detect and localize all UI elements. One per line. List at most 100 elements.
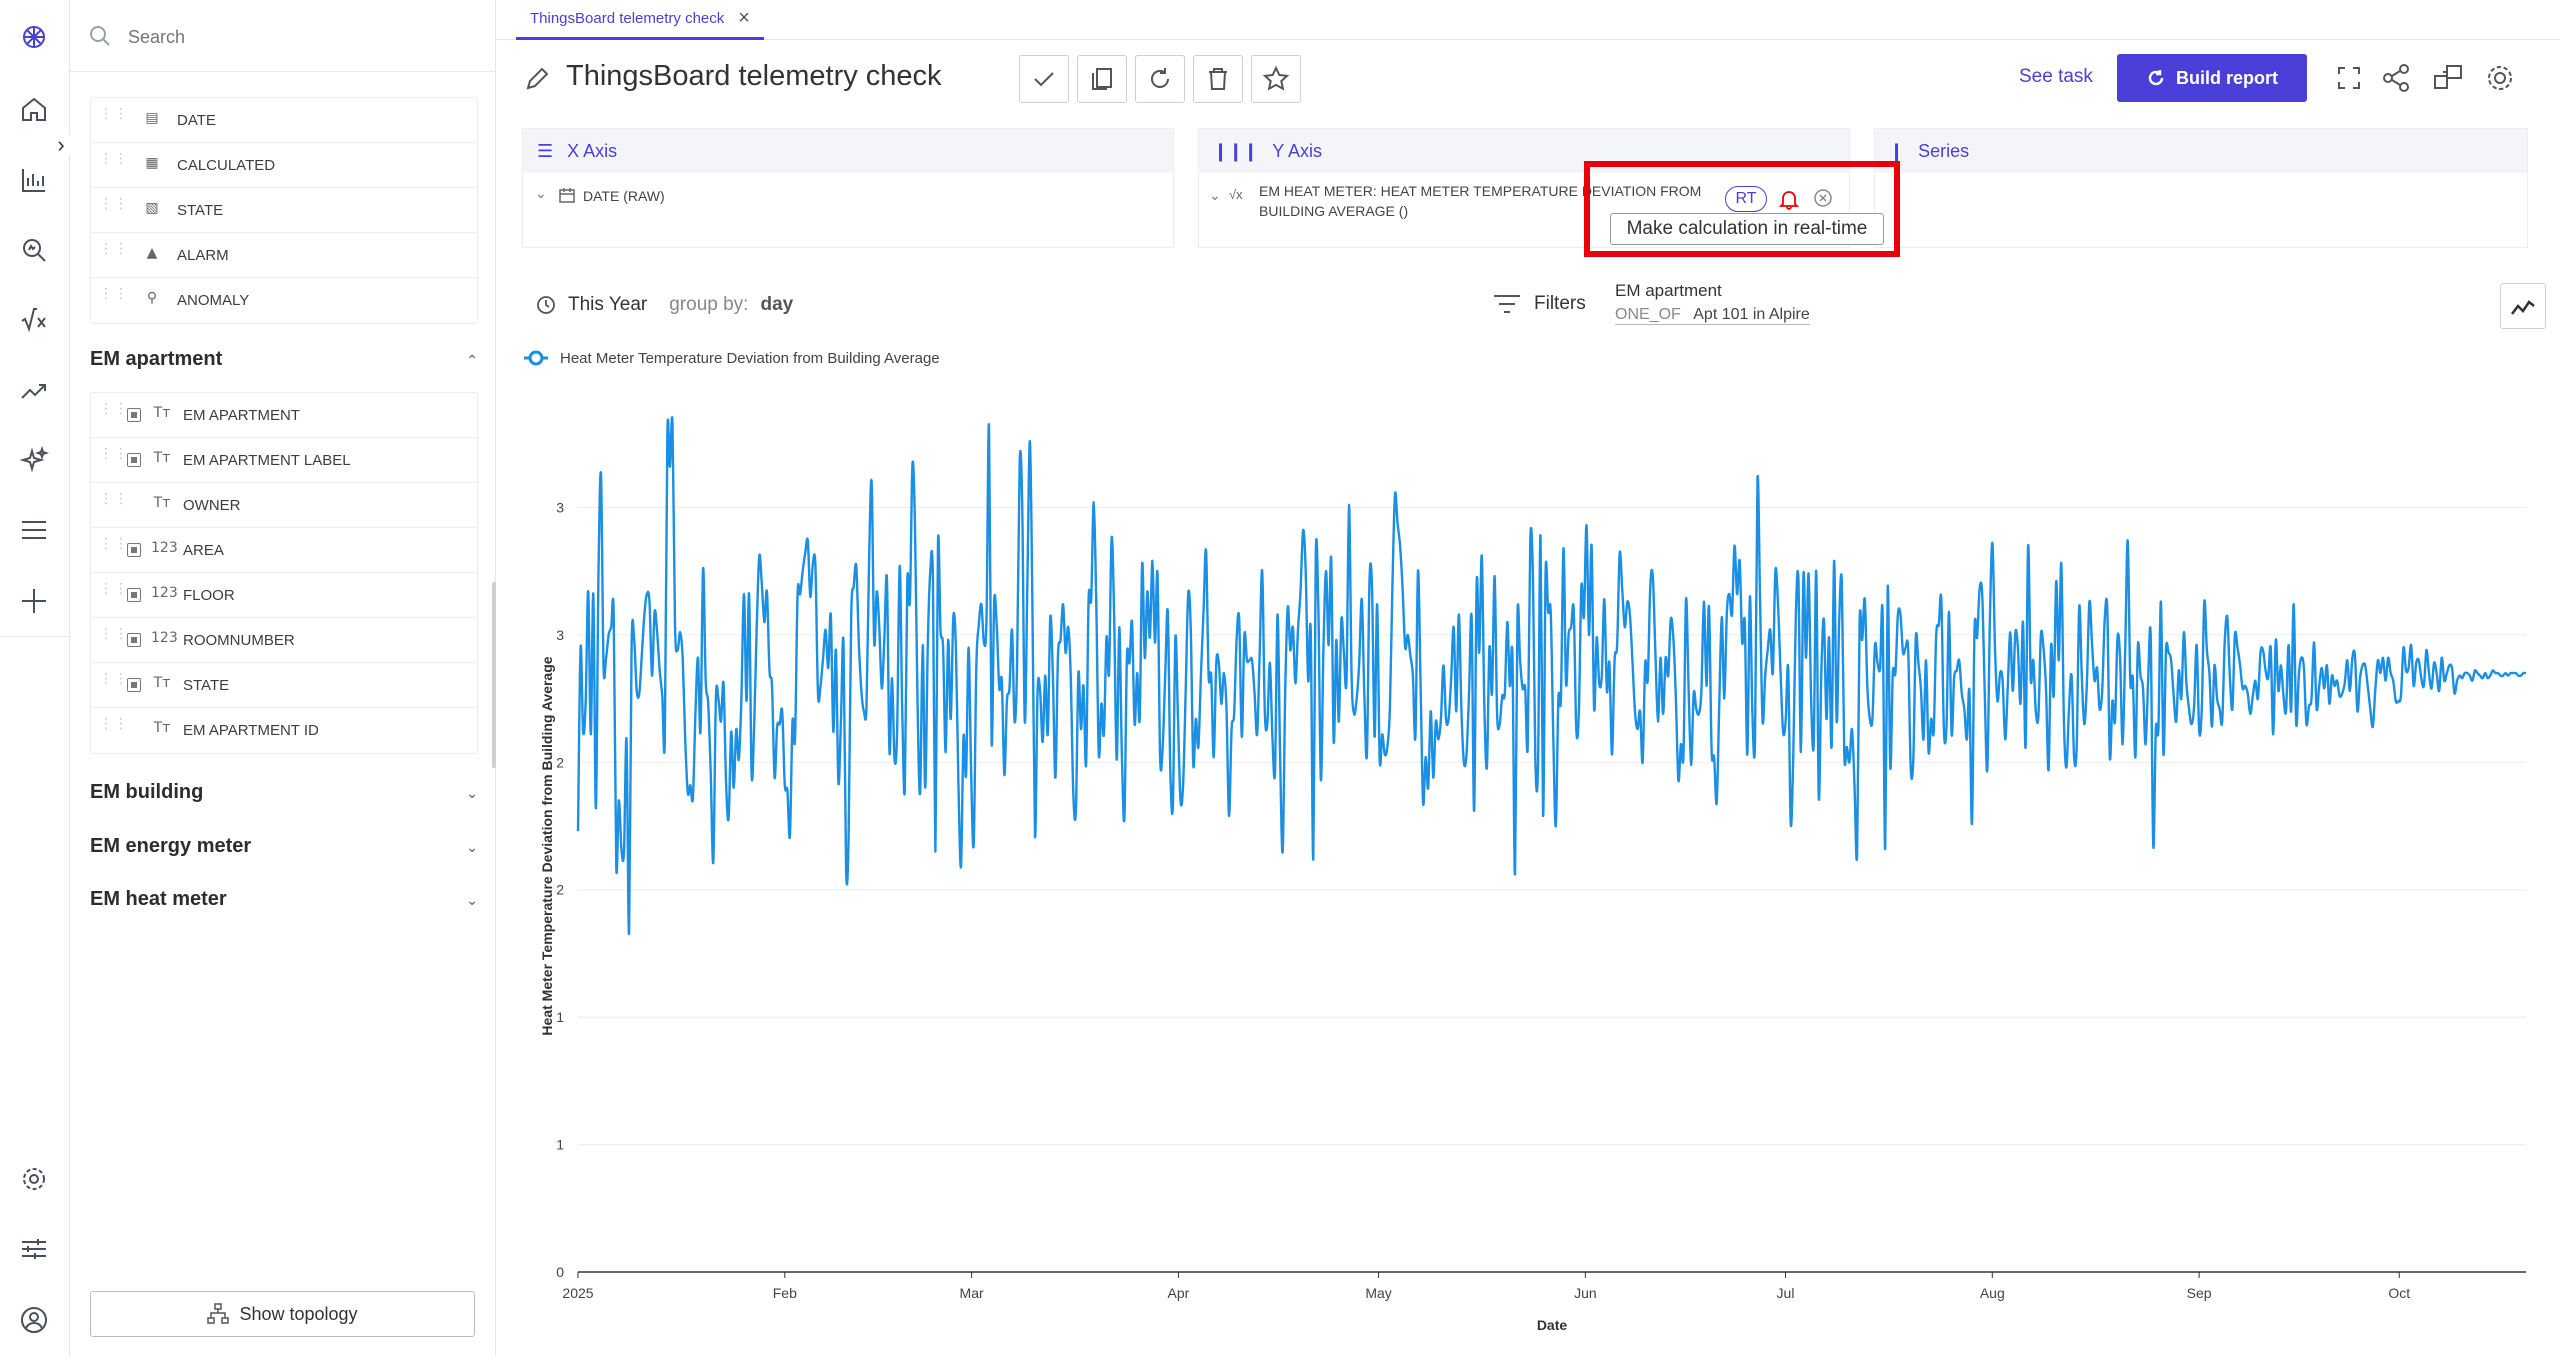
drag-handle-icon[interactable]: ⋮⋮ bbox=[99, 400, 129, 416]
drag-handle-icon[interactable]: ⋮⋮ bbox=[99, 580, 129, 596]
field-checkbox[interactable] bbox=[127, 543, 141, 557]
realtime-toggle-button[interactable]: RT bbox=[1725, 186, 1767, 212]
field-checkbox[interactable] bbox=[127, 633, 141, 647]
section-em-apartment[interactable]: EM apartment ⌃ bbox=[90, 348, 478, 371]
x-tick-label: May bbox=[1365, 1285, 1391, 1301]
x-axis-field[interactable]: ⌄ DATE (RAW) bbox=[523, 173, 1173, 217]
section-em-heat-meter[interactable]: EM heat meter ⌄ bbox=[90, 888, 478, 911]
field-row[interactable]: ⋮⋮ ⚲ ANOMALY bbox=[91, 278, 477, 323]
icon-rail bbox=[0, 0, 70, 1356]
add-icon[interactable] bbox=[17, 584, 51, 618]
x-axis-panel: ☰ X Axis ⌄ DATE (RAW) bbox=[522, 128, 1174, 248]
legend-label: Heat Meter Temperature Deviation from Bu… bbox=[560, 350, 940, 367]
remove-circle-icon[interactable] bbox=[1813, 188, 1833, 208]
collapse-sidebar-chevron-icon[interactable]: › bbox=[48, 132, 74, 158]
field-row[interactable]: ⋮⋮ ▤ DATE bbox=[91, 98, 477, 143]
home-icon[interactable] bbox=[17, 92, 51, 126]
period-label: This Year bbox=[568, 294, 648, 315]
ai-sparkle-icon[interactable] bbox=[17, 443, 51, 477]
filter-entity: EM apartment bbox=[1615, 281, 1722, 300]
search-input[interactable] bbox=[128, 20, 468, 54]
chevron-down-icon[interactable]: ⌄ bbox=[535, 185, 547, 201]
field-checkbox[interactable] bbox=[127, 408, 141, 422]
close-icon[interactable]: × bbox=[738, 7, 750, 29]
drag-handle-icon[interactable]: ⋮⋮ bbox=[99, 105, 129, 121]
series-header: ❙ Series bbox=[1875, 129, 2527, 173]
filters-button[interactable]: Filters bbox=[1492, 292, 1586, 316]
star-icon bbox=[1262, 65, 1290, 91]
show-topology-button[interactable]: Show topology bbox=[90, 1291, 475, 1337]
field-row[interactable]: ⋮⋮ ▲ ALARM bbox=[91, 233, 477, 278]
favorite-button[interactable] bbox=[1251, 55, 1301, 103]
drag-handle-icon[interactable]: ⋮⋮ bbox=[99, 285, 129, 301]
chevron-down-icon[interactable]: ⌄ bbox=[466, 785, 478, 801]
calculator-icon: ▦ bbox=[145, 155, 159, 171]
copy-icon bbox=[1092, 68, 1112, 90]
chevron-up-icon[interactable]: ⌃ bbox=[466, 352, 478, 368]
explore-icon[interactable] bbox=[17, 233, 51, 267]
save-button[interactable] bbox=[1019, 55, 1069, 103]
group-by-value[interactable]: day bbox=[760, 294, 794, 315]
field-label: ROOMNUMBER bbox=[183, 632, 295, 649]
settings-icon[interactable] bbox=[17, 1162, 51, 1196]
trend-icon[interactable] bbox=[17, 373, 51, 407]
section-em-energy-meter[interactable]: EM energy meter ⌄ bbox=[90, 835, 478, 858]
page-title[interactable]: ThingsBoard telemetry check bbox=[566, 60, 942, 92]
period-selector[interactable]: This Year group by: day bbox=[536, 294, 793, 316]
drag-handle-icon[interactable]: ⋮⋮ bbox=[99, 240, 129, 256]
chevron-down-icon[interactable]: ⌄ bbox=[466, 839, 478, 855]
formula-icon[interactable] bbox=[17, 303, 51, 337]
drag-handle-icon[interactable]: ⋮⋮ bbox=[99, 625, 129, 641]
field-checkbox[interactable] bbox=[127, 453, 141, 467]
drag-handle-icon[interactable]: ⋮⋮ bbox=[99, 445, 129, 461]
field-row[interactable]: ⋮⋮ ▧ STATE bbox=[91, 188, 477, 233]
edit-pencil-icon[interactable] bbox=[524, 66, 550, 92]
field-row[interactable]: ⋮⋮ ▦ CALCULATED bbox=[91, 143, 477, 188]
fullscreen-icon[interactable] bbox=[2333, 62, 2365, 94]
reports-icon[interactable] bbox=[17, 163, 51, 197]
see-task-link[interactable]: See task bbox=[2019, 66, 2093, 87]
field-row[interactable]: ⋮⋮ 123 FLOOR bbox=[91, 573, 477, 618]
x-axis-label: Date bbox=[1537, 1317, 1568, 1333]
delete-button[interactable] bbox=[1193, 55, 1243, 103]
x-tick-label: Apr bbox=[1168, 1285, 1190, 1301]
chevron-down-icon[interactable]: ⌄ bbox=[1209, 187, 1221, 203]
menu-icon[interactable] bbox=[17, 513, 51, 547]
field-row[interactable]: ⋮⋮ Tт OWNER bbox=[91, 483, 477, 528]
filter-condition[interactable]: ONE_OF Apt 101 in Alpire bbox=[1615, 306, 1810, 325]
drag-handle-icon[interactable]: ⋮⋮ bbox=[99, 670, 129, 686]
drag-handle-icon[interactable]: ⋮⋮ bbox=[99, 490, 129, 506]
settings-icon[interactable] bbox=[2484, 62, 2516, 94]
user-icon[interactable] bbox=[17, 1303, 51, 1337]
drag-handle-icon[interactable]: ⋮⋮ bbox=[99, 715, 129, 731]
sidebar-scrollbar[interactable] bbox=[492, 582, 496, 768]
alarm-bell-icon[interactable] bbox=[1778, 188, 1800, 210]
section-em-building[interactable]: EM building ⌄ bbox=[90, 781, 478, 804]
chart-type-button[interactable] bbox=[2500, 283, 2546, 329]
share-icon[interactable] bbox=[2380, 62, 2412, 94]
field-row[interactable]: ⋮⋮ Tт STATE bbox=[91, 663, 477, 708]
field-checkbox[interactable] bbox=[127, 678, 141, 692]
drag-handle-icon[interactable]: ⋮⋮ bbox=[99, 150, 129, 166]
field-row[interactable]: ⋮⋮ Tт EM APARTMENT bbox=[91, 393, 477, 438]
field-row[interactable]: ⋮⋮ 123 ROOMNUMBER bbox=[91, 618, 477, 663]
tab-report[interactable]: ThingsBoard telemetry check × bbox=[516, 0, 764, 40]
field-row[interactable]: ⋮⋮ Tт EM APARTMENT LABEL bbox=[91, 438, 477, 483]
field-row[interactable]: ⋮⋮ 123 AREA bbox=[91, 528, 477, 573]
drag-handle-icon[interactable]: ⋮⋮ bbox=[99, 195, 129, 211]
logo-icon[interactable] bbox=[17, 20, 51, 54]
y-axis-field[interactable]: ⌄ √x EM HEAT METER: HEAT METER TEMPERATU… bbox=[1199, 173, 1849, 233]
sliders-icon[interactable] bbox=[17, 1232, 51, 1266]
chevron-down-icon[interactable]: ⌄ bbox=[466, 892, 478, 908]
export-icon[interactable] bbox=[2432, 62, 2464, 94]
field-row[interactable]: ⋮⋮ Tт EM APARTMENT ID bbox=[91, 708, 477, 753]
drag-handle-icon[interactable]: ⋮⋮ bbox=[99, 535, 129, 551]
section-title: EM energy meter bbox=[90, 835, 252, 857]
build-report-button[interactable]: Build report bbox=[2117, 54, 2307, 102]
sidebar-search bbox=[70, 0, 496, 72]
tab-label: ThingsBoard telemetry check bbox=[530, 10, 725, 27]
refresh-button[interactable] bbox=[1135, 55, 1185, 103]
field-checkbox[interactable] bbox=[127, 588, 141, 602]
y-tick-label: 3 bbox=[556, 627, 564, 643]
duplicate-button[interactable] bbox=[1077, 55, 1127, 103]
